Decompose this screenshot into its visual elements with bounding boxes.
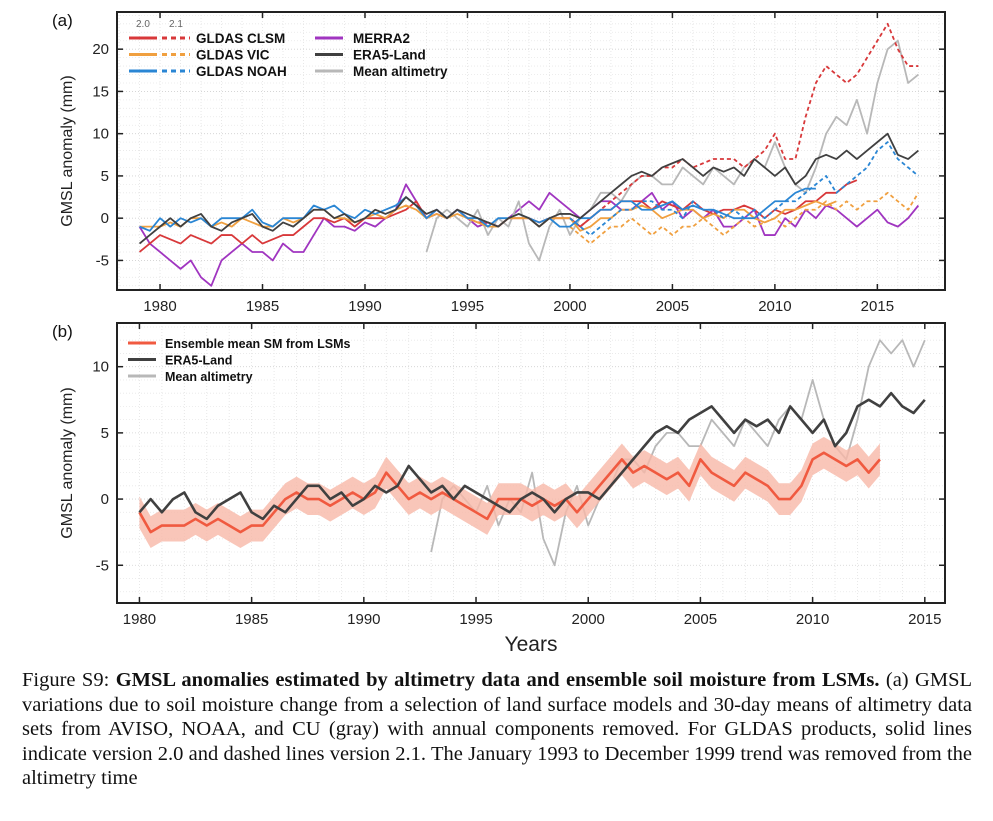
series-line-ensemble-mean-sm-from-lsms bbox=[138, 451, 881, 534]
legend-header: 2.0 bbox=[136, 19, 150, 30]
series-line-mean-altimetry bbox=[425, 39, 919, 262]
legend-label: MERRA2 bbox=[353, 31, 410, 46]
axes-frame bbox=[116, 322, 946, 604]
y-tick-label: 15 bbox=[92, 83, 109, 100]
figure-caption: Figure S9: GMSL anomalies estimated by a… bbox=[22, 668, 972, 791]
panel-label: (b) bbox=[52, 322, 73, 341]
x-axis-label: Years bbox=[505, 633, 558, 656]
y-tick-label: 20 bbox=[92, 41, 109, 58]
x-tick-label: 1995 bbox=[459, 611, 492, 628]
x-tick-label: 2015 bbox=[908, 611, 941, 628]
y-tick-label: -5 bbox=[96, 557, 109, 574]
y-tick-label: 5 bbox=[101, 168, 109, 185]
uncertainty-band bbox=[139, 436, 880, 549]
legend-label: Ensemble mean SM from LSMs bbox=[165, 337, 351, 351]
y-tick-label: 10 bbox=[92, 359, 109, 376]
figure: 1980 1985 1990 1995 2000 2005 2010 2015-5051015… bbox=[52, 11, 946, 656]
x-tick-label: 1985 bbox=[235, 611, 268, 628]
x-tick-label: 1990 bbox=[348, 298, 381, 315]
y-tick-label: 0 bbox=[101, 491, 109, 508]
legend-label: GLDAS VIC bbox=[196, 48, 270, 63]
x-tick-label: 2010 bbox=[758, 298, 791, 315]
y-tick-label: 10 bbox=[92, 126, 109, 143]
x-tick-label: 1980 bbox=[143, 298, 176, 315]
y-tick-label: 5 bbox=[101, 425, 109, 442]
x-tick-label: 2010 bbox=[796, 611, 829, 628]
legend-header: 2.1 bbox=[169, 19, 183, 30]
legend-label: ERA5-Land bbox=[165, 354, 232, 368]
series-line-merra2 bbox=[138, 183, 920, 287]
panel-label: (a) bbox=[52, 11, 73, 30]
legend-label: Mean altimetry bbox=[353, 64, 448, 79]
caption-label: Figure S9: bbox=[22, 669, 110, 691]
y-axis-label: GMSL anomaly (mm) bbox=[59, 387, 76, 538]
x-tick-label: 2000 bbox=[572, 611, 605, 628]
x-tick-label: 1990 bbox=[347, 611, 380, 628]
y-tick-label: -5 bbox=[96, 252, 109, 269]
x-tick-label: 2000 bbox=[553, 298, 586, 315]
legend-label: ERA5-Land bbox=[353, 48, 426, 63]
series-line-gldas-noah-2-1 bbox=[569, 141, 919, 236]
x-tick-label: 2005 bbox=[656, 298, 689, 315]
panel-b: 1980 1985 1990 1995 2000 2005 2010 2015 -5 0 5 10 GM… bbox=[52, 322, 946, 656]
x-tick-label: 1985 bbox=[246, 298, 279, 315]
x-tick-label: 2005 bbox=[684, 611, 717, 628]
axes-frame bbox=[116, 11, 946, 291]
legend-label: GLDAS CLSM bbox=[196, 31, 285, 46]
caption-title: GMSL anomalies estimated by altimetry da… bbox=[115, 669, 880, 691]
y-axis-label: GMSL anomaly (mm) bbox=[59, 75, 76, 226]
legend-label: Mean altimetry bbox=[165, 370, 253, 384]
series-line-era5-land bbox=[138, 391, 926, 521]
legend-label: GLDAS NOAH bbox=[196, 64, 287, 79]
y-tick-label: 0 bbox=[101, 210, 109, 227]
panel-a: 1980 1985 1990 1995 2000 2005 2010 2015 -5 0 5 10 15… bbox=[52, 11, 946, 315]
x-tick-label: 1995 bbox=[451, 298, 484, 315]
series-line-era5-land bbox=[138, 132, 919, 245]
x-tick-label: 2015 bbox=[861, 298, 894, 315]
caption-text: (a) GMSL variations due to soil moisture… bbox=[22, 669, 972, 790]
x-tick-label: 1980 bbox=[123, 611, 156, 628]
